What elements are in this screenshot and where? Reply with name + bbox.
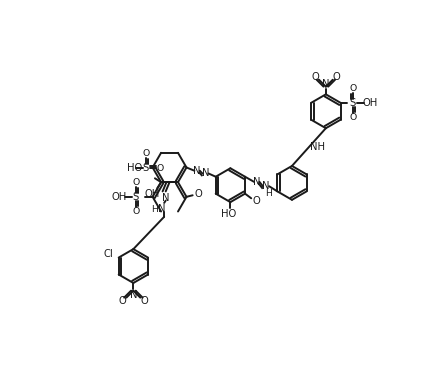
Text: N: N <box>158 204 166 214</box>
Text: N: N <box>130 290 137 300</box>
Text: N: N <box>252 177 260 187</box>
Text: N: N <box>162 193 169 203</box>
Text: O: O <box>333 72 340 82</box>
Text: OH: OH <box>145 189 160 200</box>
Text: O: O <box>156 164 164 173</box>
Text: O: O <box>132 178 139 187</box>
Text: HO: HO <box>127 163 142 173</box>
Text: N: N <box>202 169 209 179</box>
Text: O: O <box>194 189 202 199</box>
Text: O: O <box>119 296 126 306</box>
Text: Cl: Cl <box>104 249 114 259</box>
Text: OH: OH <box>363 98 378 108</box>
Text: O: O <box>132 207 139 216</box>
Text: N: N <box>322 79 330 89</box>
Text: O: O <box>142 149 149 158</box>
Text: H: H <box>152 204 158 214</box>
Text: S: S <box>133 192 139 202</box>
Text: HO: HO <box>221 210 236 220</box>
Text: S: S <box>350 98 356 108</box>
Text: NH: NH <box>310 142 325 152</box>
Text: O: O <box>253 196 260 206</box>
Text: O: O <box>140 296 148 306</box>
Text: S: S <box>143 163 149 173</box>
Text: O: O <box>349 113 356 122</box>
Text: N: N <box>262 181 270 191</box>
Text: OH: OH <box>111 192 126 202</box>
Text: N: N <box>193 166 201 176</box>
Text: H: H <box>265 189 272 198</box>
Text: O: O <box>311 72 319 82</box>
Text: O: O <box>349 84 356 93</box>
